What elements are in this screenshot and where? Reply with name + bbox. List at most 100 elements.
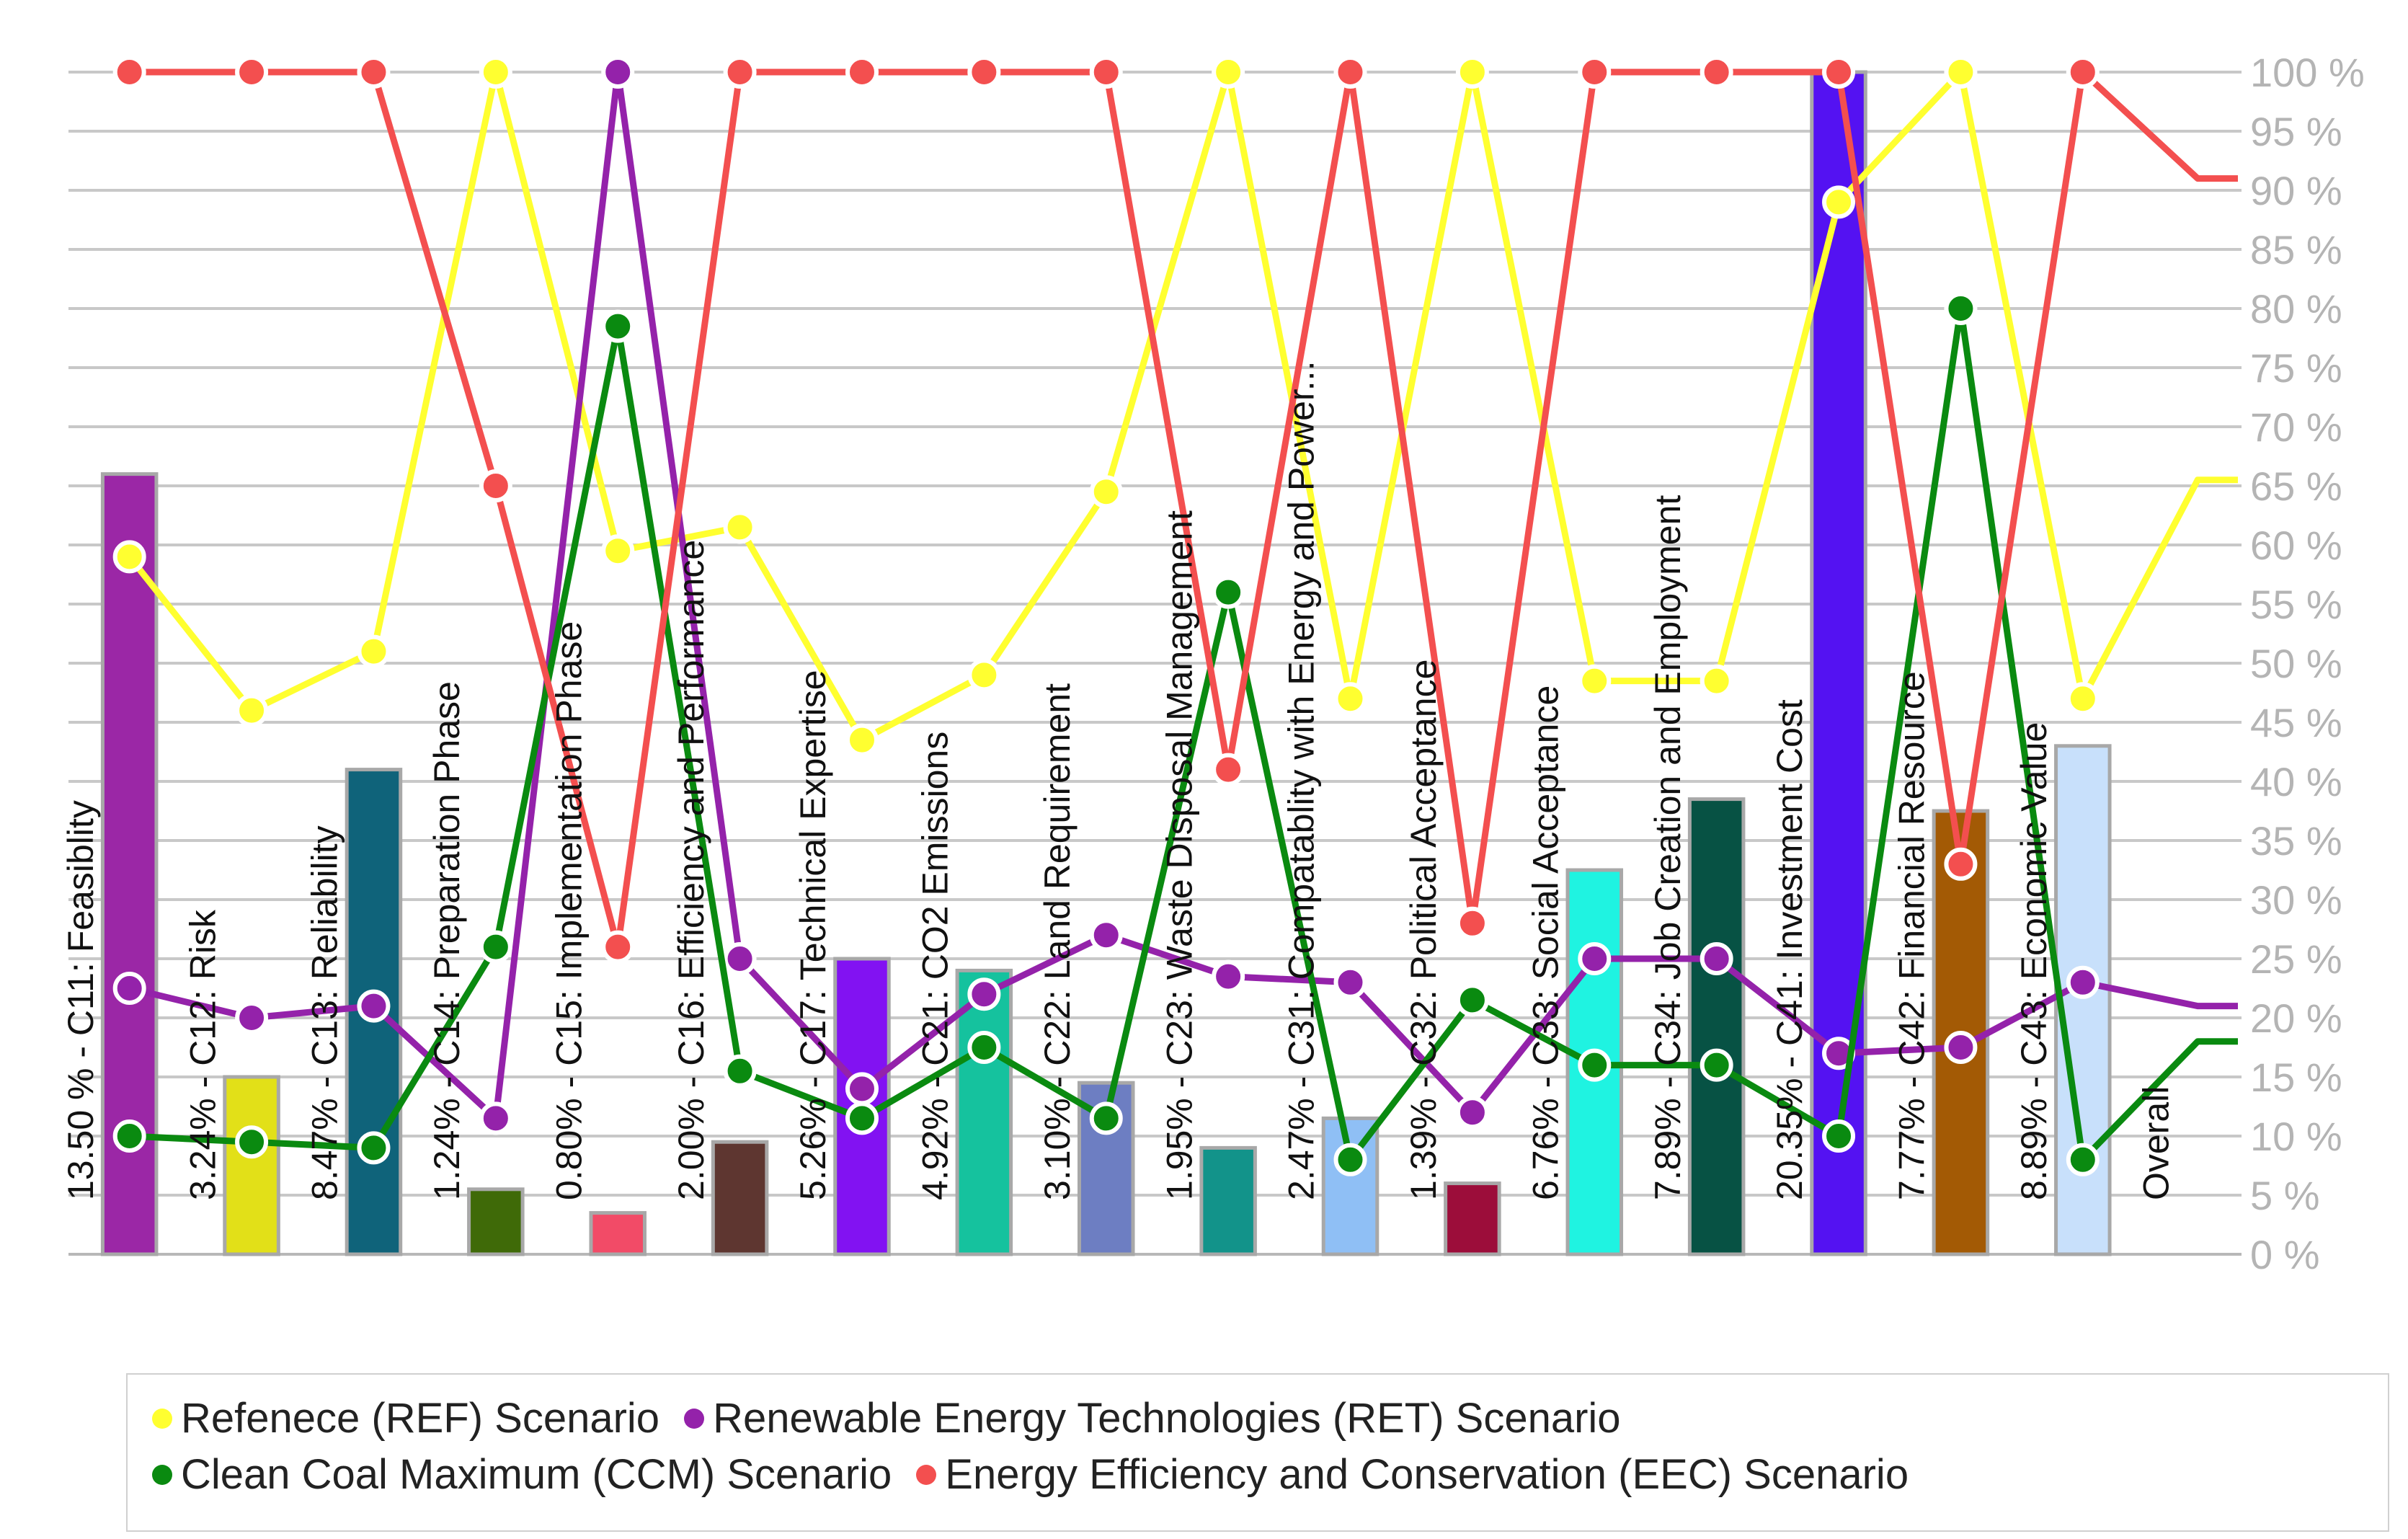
y-tick-label: 5 % xyxy=(2250,1173,2320,1218)
legend-item-ref[interactable]: Refenece (REF) Scenario xyxy=(152,1391,659,1447)
point[interactable] xyxy=(235,693,269,727)
point[interactable] xyxy=(967,658,1001,692)
point[interactable] xyxy=(601,534,635,568)
bar[interactable] xyxy=(1444,1181,1501,1256)
point[interactable] xyxy=(1578,942,1612,975)
point[interactable] xyxy=(845,56,879,89)
point[interactable] xyxy=(1089,56,1123,89)
point[interactable] xyxy=(1578,664,1612,698)
point[interactable] xyxy=(2066,56,2100,89)
point[interactable] xyxy=(112,972,146,1005)
point[interactable] xyxy=(601,56,635,89)
series-lines xyxy=(112,56,2238,1176)
bar[interactable] xyxy=(955,968,1013,1256)
point[interactable] xyxy=(1089,475,1123,509)
point[interactable] xyxy=(723,942,757,975)
y-tick-label: 60 % xyxy=(2250,523,2342,568)
bar[interactable] xyxy=(711,1140,769,1256)
category-label: 13.50 % - C11: Feasiblity xyxy=(61,800,101,1200)
point[interactable] xyxy=(479,930,512,964)
bar[interactable] xyxy=(1810,70,1867,1256)
point[interactable] xyxy=(1822,56,1856,89)
legend-label-ccm: Clean Coal Maximum (CCM) Scenario xyxy=(181,1451,892,1498)
bar[interactable] xyxy=(223,1075,280,1256)
point[interactable] xyxy=(479,469,512,502)
point[interactable] xyxy=(601,930,635,964)
point[interactable] xyxy=(479,56,512,89)
point[interactable] xyxy=(1333,56,1367,89)
point[interactable] xyxy=(845,723,879,757)
point[interactable] xyxy=(112,1119,146,1153)
point[interactable] xyxy=(235,56,269,89)
point[interactable] xyxy=(1700,56,1733,89)
point[interactable] xyxy=(357,989,391,1023)
point[interactable] xyxy=(112,540,146,574)
point[interactable] xyxy=(2066,965,2100,999)
point[interactable] xyxy=(235,1125,269,1159)
point[interactable] xyxy=(1700,1048,1733,1082)
point[interactable] xyxy=(1944,56,1978,89)
legend-dot-ccm xyxy=(152,1465,172,1485)
bar[interactable] xyxy=(2054,744,2112,1256)
point[interactable] xyxy=(967,977,1001,1011)
point[interactable] xyxy=(1944,847,1978,881)
bar[interactable] xyxy=(1199,1145,1257,1256)
point[interactable] xyxy=(1212,753,1245,786)
point[interactable] xyxy=(845,1072,879,1106)
point[interactable] xyxy=(723,56,757,89)
point[interactable] xyxy=(235,1001,269,1034)
series-1 xyxy=(112,56,2238,1135)
point[interactable] xyxy=(1333,1143,1367,1176)
legend-item-eec[interactable]: Energy Efficiency and Conservation (EEC)… xyxy=(916,1447,1909,1503)
bar[interactable] xyxy=(589,1211,647,1256)
point[interactable] xyxy=(2066,1143,2100,1176)
point[interactable] xyxy=(1944,1031,1978,1064)
point[interactable] xyxy=(723,510,757,544)
point[interactable] xyxy=(1455,906,1489,940)
category-label: 0.80% - C15: Implementation Phase xyxy=(548,621,589,1200)
point[interactable] xyxy=(112,56,146,89)
bar[interactable] xyxy=(1687,797,1746,1256)
bar[interactable] xyxy=(467,1187,525,1256)
point[interactable] xyxy=(1455,983,1489,1017)
point[interactable] xyxy=(1333,682,1367,716)
y-tick-label: 70 % xyxy=(2250,404,2342,450)
point[interactable] xyxy=(2066,682,2100,716)
chart: 13.50 % - C11: Feasiblity 3.24% - C12: Ri… xyxy=(61,50,2365,1277)
point[interactable] xyxy=(1212,56,1245,89)
point[interactable] xyxy=(601,309,635,343)
point[interactable] xyxy=(845,1101,879,1135)
category-labels: 13.50 % - C11: Feasiblity 3.24% - C12: Ri… xyxy=(61,361,2176,1200)
point[interactable] xyxy=(1089,918,1123,952)
point[interactable] xyxy=(1212,959,1245,993)
legend-item-ret[interactable]: Renewable Energy Technologies (RET) Scen… xyxy=(684,1391,1621,1447)
point[interactable] xyxy=(1700,664,1733,698)
point[interactable] xyxy=(967,56,1001,89)
point[interactable] xyxy=(1578,56,1612,89)
point[interactable] xyxy=(1455,56,1489,89)
point[interactable] xyxy=(1212,575,1245,609)
category-label: 8.47% - C13: Reliability xyxy=(305,825,345,1200)
point[interactable] xyxy=(357,56,391,89)
y-tick-label: 85 % xyxy=(2250,227,2342,272)
point[interactable] xyxy=(1455,1096,1489,1130)
category-label: 1.39% - C32: Political Acceptance xyxy=(1403,660,1444,1200)
point[interactable] xyxy=(1700,942,1733,975)
point[interactable] xyxy=(723,1054,757,1088)
category-label: 2.47% - C31: Compatablity with Energy an… xyxy=(1281,361,1322,1200)
legend-item-ccm[interactable]: Clean Coal Maximum (CCM) Scenario xyxy=(152,1447,892,1503)
point[interactable] xyxy=(1944,292,1978,325)
category-label: 5.26% - C17: Technical Expertise xyxy=(793,670,833,1200)
point[interactable] xyxy=(1333,965,1367,999)
point[interactable] xyxy=(1578,1048,1612,1082)
y-tick-label: 90 % xyxy=(2250,168,2342,213)
point[interactable] xyxy=(357,634,391,668)
point[interactable] xyxy=(1089,1101,1123,1135)
point[interactable] xyxy=(479,1101,512,1135)
point[interactable] xyxy=(357,1131,391,1165)
point[interactable] xyxy=(1822,1119,1856,1153)
point[interactable] xyxy=(1822,185,1856,219)
bar[interactable] xyxy=(1321,1116,1380,1256)
point[interactable] xyxy=(967,1031,1001,1064)
y-tick-label: 65 % xyxy=(2250,464,2342,509)
